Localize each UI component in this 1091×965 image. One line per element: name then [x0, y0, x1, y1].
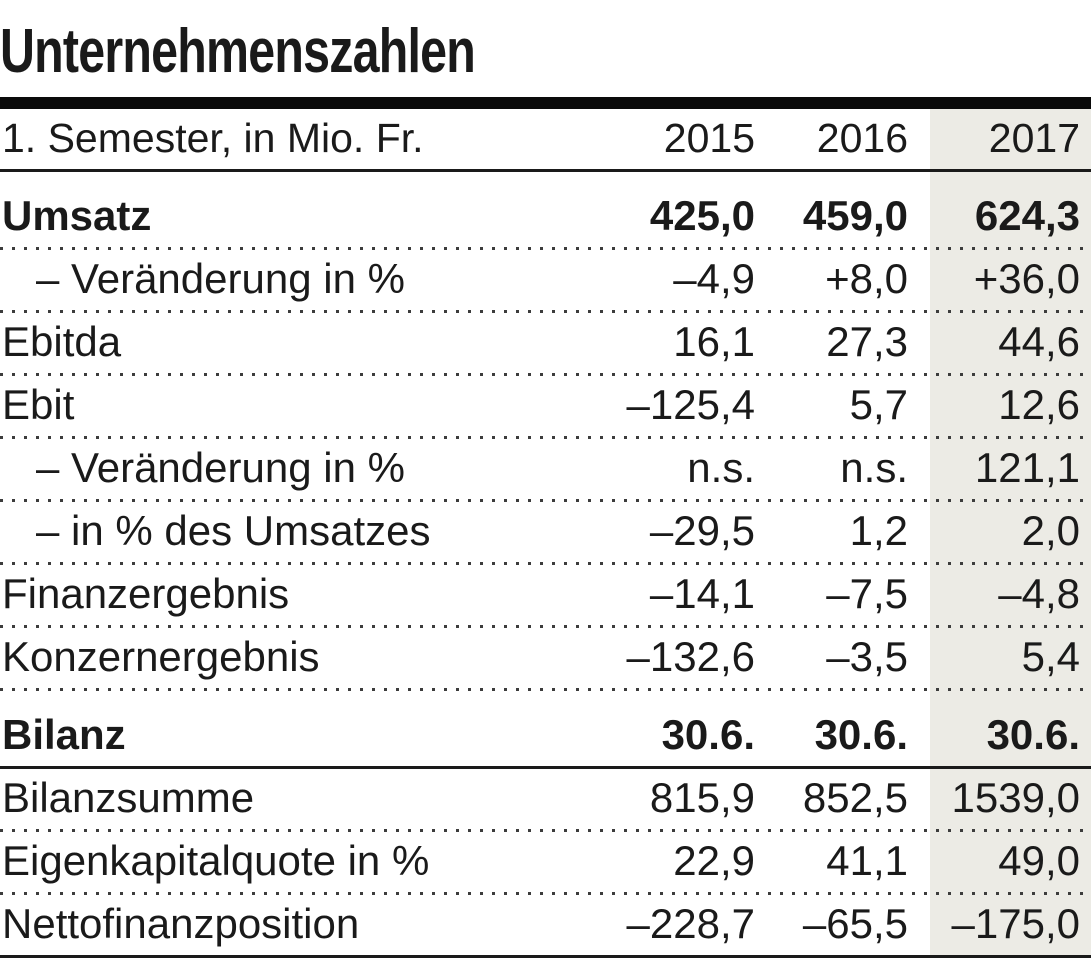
cell-2017: –4,8 [998, 569, 1080, 617]
cell-2017: 1539,0 [951, 773, 1080, 821]
cell-2016: –7,5 [826, 569, 908, 617]
cell-2016: 852,5 [802, 773, 908, 821]
cell-2016: –3,5 [826, 632, 908, 680]
page-title: Unternehmenszahlen [0, 17, 476, 86]
row-separator [0, 829, 1091, 832]
cell-2017: 30.6. [986, 710, 1080, 758]
cell-2015: 22,9 [673, 836, 755, 884]
row-label: Nettofinanzposition [2, 899, 360, 947]
cell-2015: 30.6. [661, 710, 755, 758]
header-rule [0, 169, 1091, 172]
cell-2016: n.s. [840, 443, 908, 491]
cell-2017: 49,0 [998, 836, 1080, 884]
highlight-column-2017 [930, 109, 1091, 958]
cell-2015: –14,1 [649, 569, 755, 617]
row-label: – Veränderung in % [36, 443, 405, 491]
cell-2017: +36,0 [973, 254, 1080, 302]
column-header-2016: 2016 [816, 114, 908, 161]
cell-2016: 5,7 [849, 380, 908, 428]
table-row-umsatz-veraenderung: – Veränderung in % –4,9 +8,0 +36,0 [0, 250, 1091, 310]
cell-2016: 30.6. [814, 710, 908, 758]
row-label: Umsatz [2, 191, 152, 239]
table-header-row: 1. Semester, in Mio. Fr. 2015 2016 2017 [0, 109, 1091, 169]
row-label: Ebit [2, 380, 75, 428]
table-row-konzernergebnis: Konzernergebnis –132,6 –3,5 5,4 [0, 628, 1091, 688]
cell-2016: +8,0 [825, 254, 908, 302]
row-separator [0, 562, 1091, 565]
cell-2015: –4,9 [673, 254, 755, 302]
cell-2017: 5,4 [1021, 632, 1080, 680]
row-separator [0, 499, 1091, 502]
cell-2015: –132,6 [626, 632, 755, 680]
cell-2017: 44,6 [998, 317, 1080, 365]
cell-2017: 121,1 [974, 443, 1080, 491]
table-row-ebit: Ebit –125,4 5,7 12,6 [0, 376, 1091, 436]
row-label: – in % des Umsatzes [36, 506, 431, 554]
cell-2017: 12,6 [998, 380, 1080, 428]
cell-2015: –125,4 [626, 380, 755, 428]
cell-2017: 2,0 [1021, 506, 1080, 554]
row-separator [0, 436, 1091, 439]
row-label: Ebitda [2, 317, 122, 365]
row-label: Bilanzsumme [2, 773, 255, 821]
table-row-ebit-umsatzquote: – in % des Umsatzes –29,5 1,2 2,0 [0, 502, 1091, 562]
table-row-finanzergebnis: Finanzergebnis –14,1 –7,5 –4,8 [0, 565, 1091, 625]
cell-2017: –175,0 [951, 899, 1080, 947]
row-label: Eigenkapitalquote in % [2, 836, 430, 884]
table-row-ebit-veraenderung: – Veränderung in % n.s. n.s. 121,1 [0, 439, 1091, 499]
row-label: Bilanz [2, 710, 126, 758]
column-header-2015: 2015 [663, 114, 755, 161]
cell-2016: 459,0 [802, 191, 908, 239]
table-row-ebitda: Ebitda 16,1 27,3 44,6 [0, 313, 1091, 373]
row-label: Finanzergebnis [2, 569, 290, 617]
table-row-nettofinanzposition: Nettofinanzposition –228,7 –65,5 –175,0 [0, 895, 1091, 955]
row-separator [0, 625, 1091, 628]
row-label: Konzernergebnis [2, 632, 320, 680]
row-separator [0, 310, 1091, 313]
row-separator [0, 892, 1091, 895]
cell-2015: 425,0 [649, 191, 755, 239]
cell-2016: –65,5 [802, 899, 908, 947]
table-row-bilanzsumme: Bilanzsumme 815,9 852,5 1539,0 [0, 769, 1091, 829]
row-separator [0, 247, 1091, 250]
table-row-umsatz: Umsatz 425,0 459,0 624,3 [0, 172, 1091, 247]
section-rule [0, 766, 1091, 769]
cell-2015: n.s. [687, 443, 755, 491]
cell-2017: 624,3 [974, 191, 1080, 239]
table-unit-label: 1. Semester, in Mio. Fr. [2, 114, 424, 161]
bottom-rule [0, 955, 1091, 958]
cell-2015: 815,9 [649, 773, 755, 821]
cell-2015: –29,5 [649, 506, 755, 554]
table-row-eigenkapitalquote: Eigenkapitalquote in % 22,9 41,1 49,0 [0, 832, 1091, 892]
row-separator [0, 373, 1091, 376]
cell-2016: 41,1 [826, 836, 908, 884]
row-label: – Veränderung in % [36, 254, 405, 302]
column-header-2017: 2017 [988, 114, 1080, 161]
title-area: Unternehmenszahlen [0, 0, 1091, 97]
cell-2015: 16,1 [673, 317, 755, 365]
table-row-bilanz: Bilanz 30.6. 30.6. 30.6. [0, 691, 1091, 766]
row-separator [0, 688, 1091, 691]
cell-2015: –228,7 [626, 899, 755, 947]
cell-2016: 27,3 [826, 317, 908, 365]
title-rule [0, 97, 1091, 109]
cell-2016: 1,2 [849, 506, 908, 554]
